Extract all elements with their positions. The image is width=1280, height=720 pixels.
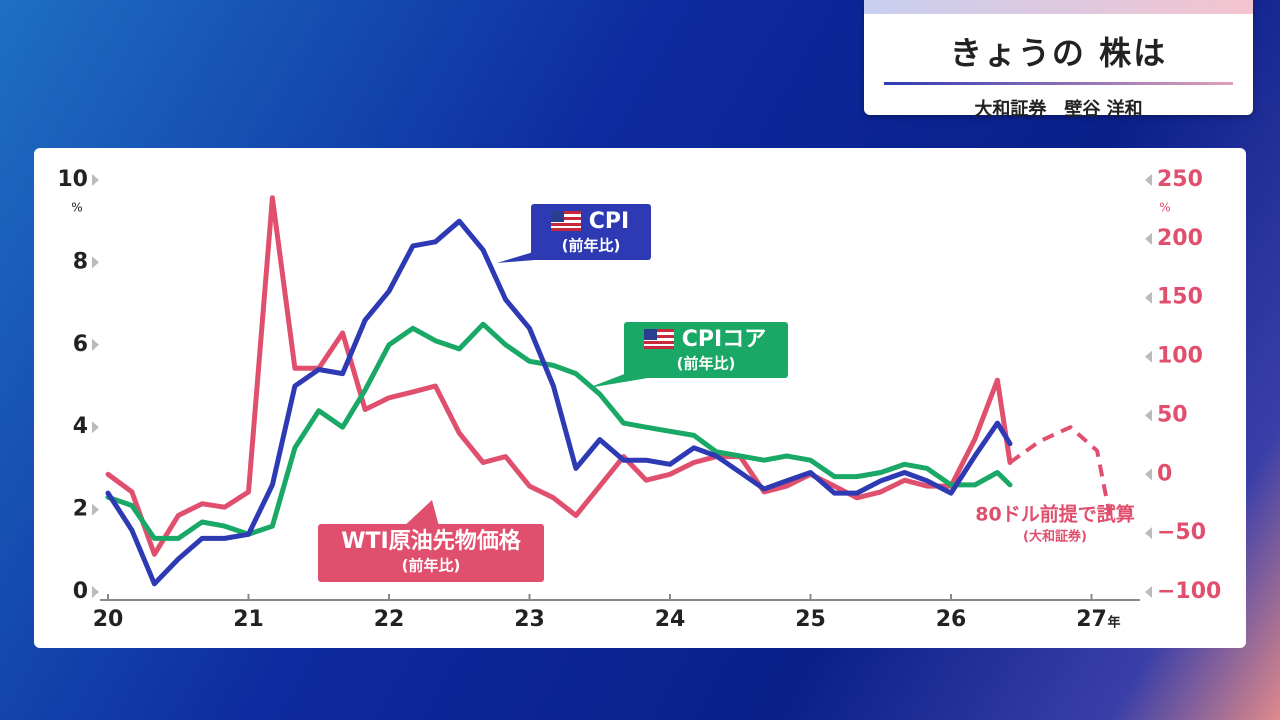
x-unit: 年 [1108,615,1121,631]
callout-note: (前年比) [402,557,461,575]
y-tick-label: 4 [73,414,88,439]
header-bar [864,0,1253,14]
x-tick-label: 21 [233,607,264,632]
projection-label: 80ドル前提で試算 [975,503,1134,526]
x-tick-label: 27 [1076,607,1107,632]
y2-tick-arrow [1145,409,1152,422]
y2-tick-label: 0 [1157,461,1172,486]
projection-note: (大和証券) [1023,529,1087,545]
y-tick-label: 8 [73,249,88,274]
x-tick-label: 22 [374,607,405,632]
y2-tick-label: −100 [1157,579,1221,604]
y-tick-label: 10 [57,167,88,192]
y-unit: % [71,201,82,215]
header-title: きょうの 株は [949,34,1168,72]
header: きょうの 株は 大和証券 壁谷 洋和 [864,0,1253,120]
callout-label: CPI [589,209,629,234]
header-subtitle: 大和証券 壁谷 洋和 [974,99,1143,120]
y2-tick-label: 200 [1157,226,1203,251]
y-tick-arrow [92,338,99,351]
y-tick-arrow [92,503,99,516]
series-line [105,195,1013,557]
y-tick-label: 2 [73,497,88,522]
y-tick-arrow [92,586,99,598]
flag-icon [644,329,674,349]
series-line [105,321,1013,541]
x-tick-label: 23 [514,607,545,632]
y2-tick-label: −50 [1157,520,1206,545]
y2-tick-arrow [1145,174,1152,186]
series-line [1008,425,1112,516]
x-tick-label: 24 [655,607,686,632]
x-tick-label: 20 [93,607,124,632]
callout-note: (前年比) [677,355,736,373]
y2-tick-label: 100 [1157,344,1203,369]
callout-tip [400,500,440,530]
callout-label: WTI原油先物価格 [341,528,521,554]
y-tick-label: 0 [73,579,88,604]
chart-panel [34,148,1246,648]
header-rule [884,82,1233,85]
callout-box [318,524,544,582]
y-tick-arrow [92,174,99,186]
y2-tick-arrow [1145,468,1152,481]
y-tick-label: 6 [73,332,88,357]
x-tick-label: 26 [936,607,967,632]
y2-tick-arrow [1145,527,1152,540]
callout-note: (前年比) [562,237,621,255]
y2-tick-label: 150 [1157,285,1203,310]
y2-tick-arrow [1145,232,1152,245]
y2-tick-arrow [1145,350,1152,363]
flag-icon [551,211,581,231]
y2-tick-arrow [1145,586,1152,598]
y2-tick-label: 50 [1157,402,1188,427]
series-line [105,218,1013,587]
x-tick-label: 25 [795,607,826,632]
callout-label: CPIコア [682,327,766,352]
y-tick-arrow [92,421,99,434]
y2-tick-arrow [1145,291,1152,304]
y2-unit: % [1159,201,1170,215]
y-tick-arrow [92,256,99,269]
y2-tick-label: 250 [1157,167,1203,192]
